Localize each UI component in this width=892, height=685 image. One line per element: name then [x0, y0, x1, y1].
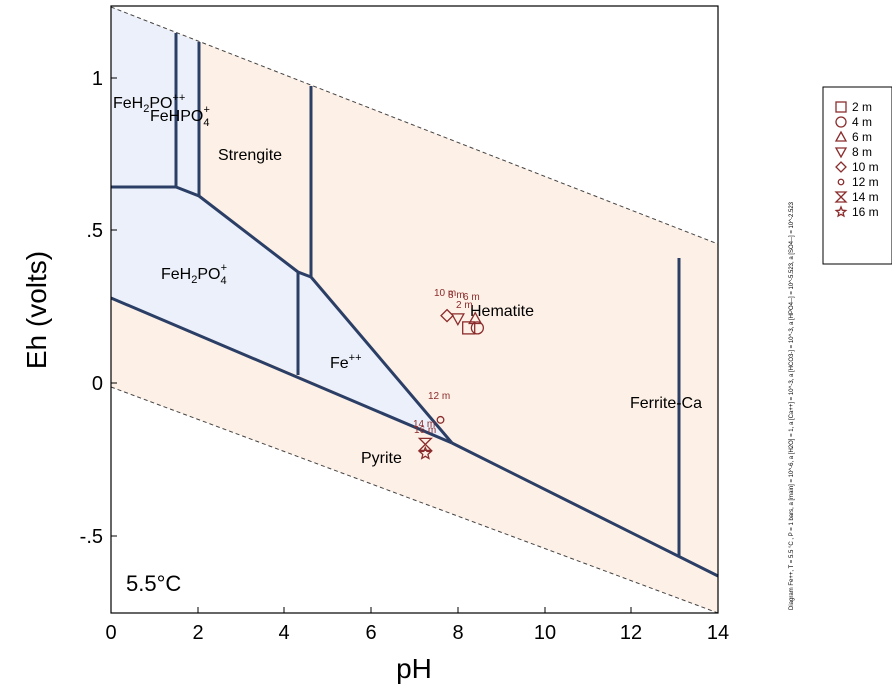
y-tick-labels: -.5 0 .5 1: [80, 68, 103, 548]
y-tick-label: 0: [92, 373, 103, 395]
legend-label: 16 m: [852, 205, 879, 219]
legend-label: 4 m: [852, 115, 872, 129]
x-tick-labels: 0 2 4 6 8 10 12 14: [105, 622, 729, 644]
legend-marker-10m: [835, 161, 847, 173]
field-label-pyrite: Pyrite: [361, 450, 402, 467]
temperature-label: 5.5°C: [126, 571, 181, 596]
feh2po4-field: [111, 187, 298, 375]
field-label-strengite: Strengite: [218, 147, 282, 164]
y-axis-title: Eh (volts): [21, 251, 52, 369]
point-labels: 10 m 8 m 6 m 2 m 12 m 14 m 16 m: [413, 288, 480, 436]
y-tick-label: .5: [86, 220, 103, 242]
boundary-line: [175, 185, 312, 279]
x-ticks: [110, 607, 719, 613]
data-point-4m: [470, 321, 485, 335]
field-label-ferrite-ca: Ferrite-Ca: [630, 395, 702, 412]
field-label-fehpo4: FeHPO4+: [150, 104, 210, 129]
legend-label: 8 m: [852, 145, 872, 159]
data-point-16m: [417, 445, 433, 460]
legend-markers: [834, 101, 848, 218]
field-regions: [111, 7, 718, 613]
legend-label: 2 m: [852, 100, 872, 114]
legend-labels: 2 m 4 m 6 m 8 m 10 m 12 m 14 m 16 m: [852, 100, 879, 219]
x-tick-label: 6: [365, 622, 376, 644]
legend-label: 6 m: [852, 130, 872, 144]
boundary-line: [110, 296, 453, 445]
x-tick-label: 2: [192, 622, 203, 644]
point-label: 12 m: [428, 391, 450, 402]
fe-h2po4-pp-field: [111, 7, 176, 187]
y-ticks: [111, 77, 117, 537]
legend-label: 14 m: [852, 190, 879, 204]
legend-marker-2m: [835, 101, 847, 113]
y-tick-label: 1: [92, 68, 103, 90]
legend-marker-12m: [837, 178, 845, 186]
legend-label: 10 m: [852, 160, 879, 174]
point-label: 2 m: [456, 300, 473, 311]
lower-water-limit: [110, 386, 719, 614]
data-point-6m: [468, 311, 483, 325]
x-axis-title: pH: [396, 653, 432, 684]
water-stability-band: [111, 7, 718, 613]
data-point-10m: [440, 308, 454, 323]
fehpo4-field: [176, 33, 199, 196]
legend-label: 12 m: [852, 175, 879, 189]
plot-frame: [110, 5, 719, 614]
point-label: 14 m: [413, 419, 435, 430]
upper-water-limit: [110, 6, 719, 245]
conditions-note: Diagram Fe++, T = 5.5 °C , P = 1 bars, a…: [789, 201, 795, 610]
x-tick-label: 8: [452, 622, 463, 644]
x-tick-label: 12: [620, 622, 642, 644]
legend-marker-8m: [834, 147, 848, 159]
legend-marker-6m: [834, 130, 848, 142]
data-point-2m: [462, 321, 476, 335]
legend: 2 m 4 m 6 m 8 m 10 m 12 m 14 m 16 m: [822, 86, 892, 265]
x-tick-label: 0: [105, 622, 116, 644]
legend-marker-16m: [834, 205, 848, 218]
boundaries: [110, 33, 719, 578]
y-tick-label: -.5: [80, 526, 103, 548]
data-point-14m: [417, 437, 433, 452]
point-label: 10 m: [434, 288, 456, 299]
x-tick-label: 4: [278, 622, 289, 644]
point-label: 6 m: [463, 292, 480, 303]
boundary-line: [451, 441, 719, 578]
legend-marker-14m: [834, 191, 848, 203]
field-label-hematite: Hematite: [470, 303, 534, 320]
data-point-8m: [450, 313, 465, 327]
legend-box: [822, 86, 892, 265]
data-point-12m: [436, 415, 445, 424]
field-labels: FeH2PO++ FeHPO4+ Strengite FeH2PO4+ Fe++…: [113, 92, 702, 467]
boundary-line: [309, 276, 454, 444]
x-tick-label: 14: [707, 622, 729, 644]
field-label-feh2po4-pp: FeH2PO++: [113, 92, 185, 115]
legend-marker-4m: [835, 116, 847, 128]
fe-pp-field: [298, 272, 452, 443]
point-label: 8 m: [448, 290, 465, 301]
point-label: 16 m: [414, 425, 436, 436]
data-points: [417, 308, 485, 460]
x-tick-label: 10: [534, 622, 556, 644]
